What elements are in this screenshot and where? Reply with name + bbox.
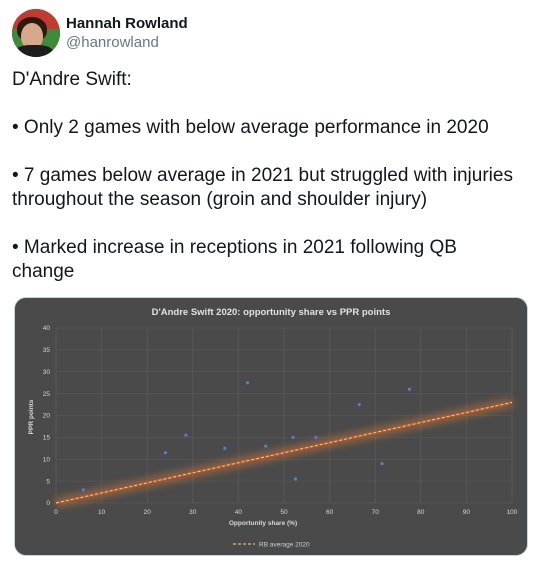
scatter-chart: D'Andre Swift 2020: opportunity share vs… — [15, 298, 527, 555]
legend: RB average 2020 — [233, 542, 310, 549]
y-tick-label: 15 — [43, 435, 51, 442]
tweet-header: Hannah Rowland @hanrowland — [12, 9, 188, 57]
data-point — [81, 488, 85, 492]
avatar-face — [21, 23, 43, 49]
y-axis-label: PPR points — [28, 399, 35, 434]
x-tick-label: 40 — [235, 509, 243, 516]
trendline — [55, 401, 513, 504]
data-point — [264, 444, 268, 448]
chart-image[interactable]: D'Andre Swift 2020: opportunity share vs… — [14, 297, 528, 556]
legend-label: RB average 2020 — [259, 542, 310, 549]
x-tick-label: 70 — [372, 509, 380, 516]
y-tick-label: 35 — [43, 347, 51, 354]
x-tick-label: 20 — [144, 509, 152, 516]
x-tick-label: 60 — [326, 509, 334, 516]
x-tick-label: 50 — [280, 509, 288, 516]
x-tick-label: 80 — [417, 509, 425, 516]
y-tick-label: 10 — [43, 456, 51, 463]
data-point — [314, 435, 318, 439]
x-tick-label: 30 — [189, 509, 197, 516]
tweet-text: D'Andre Swift: • Only 2 games with below… — [12, 69, 513, 282]
display-name[interactable]: Hannah Rowland — [66, 15, 188, 32]
y-tick-label: 40 — [43, 325, 51, 332]
data-point — [184, 433, 188, 437]
data-point — [407, 387, 411, 391]
x-tick-label: 90 — [463, 509, 471, 516]
y-tick-label: 20 — [43, 413, 51, 420]
avatar[interactable] — [12, 9, 60, 57]
y-tick-label: 25 — [43, 391, 51, 398]
user-handle[interactable]: @hanrowland — [66, 34, 159, 51]
y-axis-ticks: 0 5 10 15 20 25 30 35 40 — [43, 325, 51, 507]
chart-title: D'Andre Swift 2020: opportunity share vs… — [152, 307, 391, 318]
avatar-shirt — [15, 45, 53, 57]
y-tick-label: 30 — [43, 369, 51, 376]
data-point — [293, 477, 297, 481]
data-point — [380, 462, 384, 466]
x-axis-ticks: 0 10 20 30 40 50 60 70 80 90 100 — [54, 509, 518, 516]
data-point — [357, 402, 361, 407]
grid — [55, 327, 513, 504]
x-tick-label: 10 — [98, 509, 106, 516]
trendline-group — [55, 397, 513, 508]
x-axis-label: Opportunity share (%) — [229, 520, 297, 527]
data-point — [223, 446, 227, 450]
author-names: Hannah Rowland @hanrowland — [66, 14, 188, 52]
y-tick-label: 0 — [46, 500, 50, 507]
data-point — [163, 451, 168, 455]
data-point — [291, 435, 295, 439]
x-tick-label: 0 — [54, 509, 58, 516]
data-point — [245, 381, 250, 385]
chart-background — [15, 298, 527, 555]
y-tick-label: 5 — [46, 478, 50, 485]
x-tick-label: 100 — [507, 509, 518, 516]
data-points — [81, 381, 411, 492]
